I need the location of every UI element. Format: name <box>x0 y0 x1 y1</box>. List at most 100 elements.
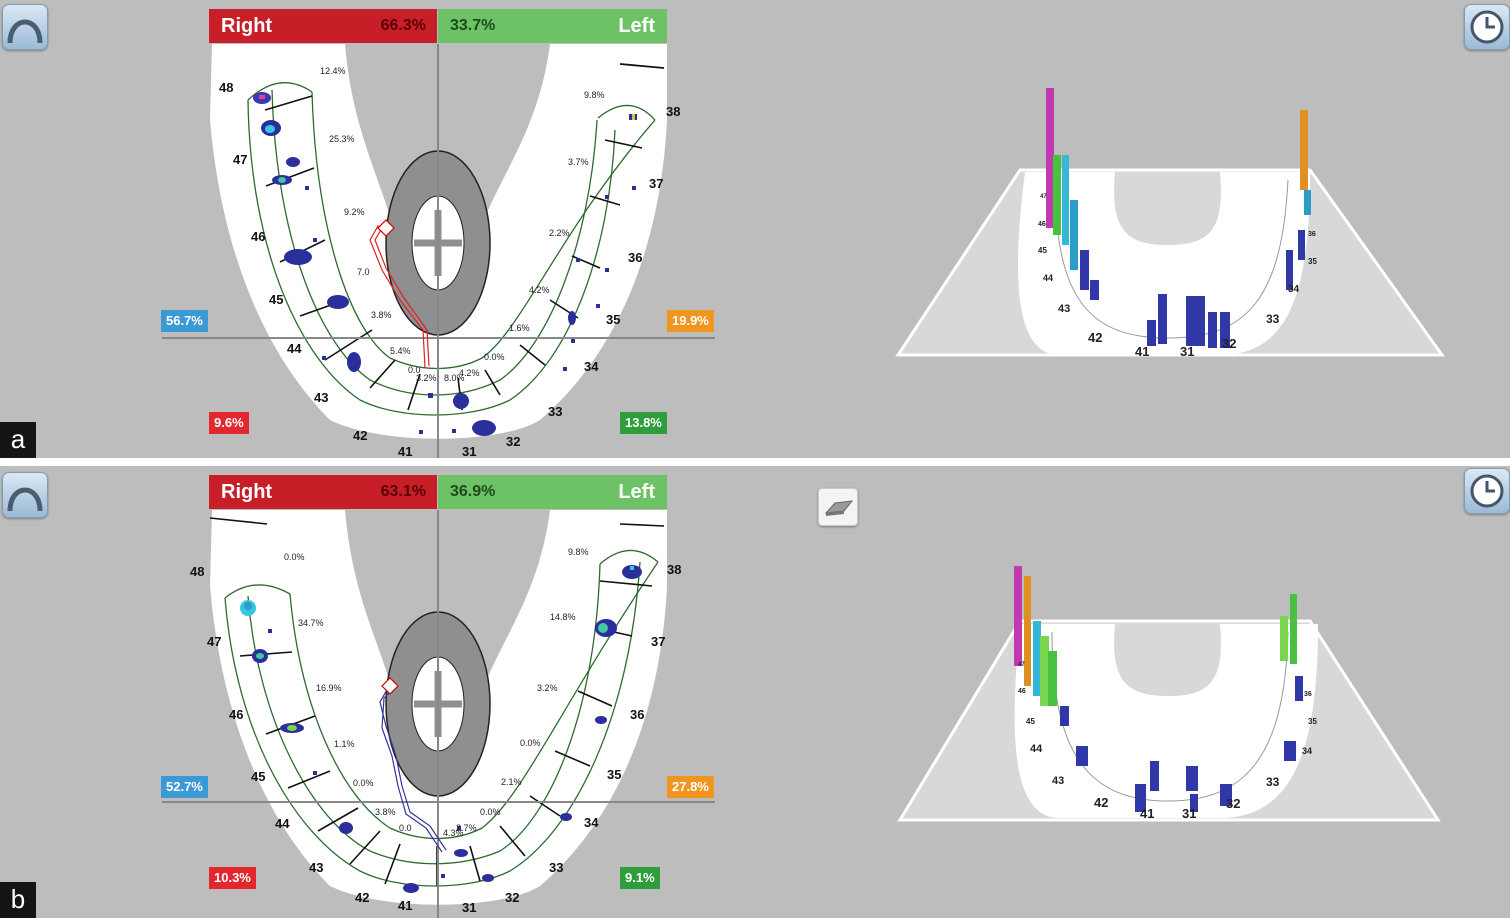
tooth-number: 32 <box>506 434 520 449</box>
tooth-number: 31 <box>462 900 476 915</box>
tooth-grid <box>224 549 659 887</box>
zone-pct: 2.7% <box>456 823 477 833</box>
occlusal-map-b: 48 47 46 45 44 43 42 41 31 32 33 34 35 3… <box>162 510 715 918</box>
panel-letter: b <box>0 882 36 918</box>
panel-a: 48 47 46 45 44 43 42 41 31 32 33 34 35 3… <box>0 0 1510 458</box>
zone-pct: 25.3% <box>329 134 355 144</box>
zone-pct: 4.2% <box>529 285 550 295</box>
zone-pct: 9.8% <box>584 90 605 100</box>
tooth-number: 47 <box>207 634 221 649</box>
td-tooth-number: 42 <box>1088 330 1102 345</box>
tooth-number: 33 <box>549 860 563 875</box>
tooth-number: 35 <box>606 312 620 327</box>
td-tooth-number: 36 <box>1304 691 1312 698</box>
td-tooth-number: 32 <box>1226 796 1240 811</box>
quadrant-upper-left-badge: 27.8% <box>667 776 714 798</box>
tooth-number: 45 <box>269 292 283 307</box>
tooth-number: 35 <box>607 767 621 782</box>
td-tooth-number: 31 <box>1182 806 1196 821</box>
force-bars <box>1046 88 1311 348</box>
quadrant-lower-left-badge: 13.8% <box>620 412 667 434</box>
tooth-dividers <box>209 517 665 886</box>
td-tooth-number: 46 <box>1018 688 1026 695</box>
zone-pct: 7.0 <box>357 267 370 277</box>
td-tooth-number: 35 <box>1308 257 1317 266</box>
right-percentage: 63.1% <box>380 483 426 500</box>
tooth-number: 43 <box>309 860 323 875</box>
zone-pct: 2.2% <box>549 228 570 238</box>
quadrant-lower-left-badge: 9.1% <box>620 867 660 889</box>
right-side-header: Right 66.3% <box>209 9 437 43</box>
tooth-number: 44 <box>287 341 302 356</box>
force-3d-view-a: 42 41 31 32 33 34 43 44 45 46 47 36 35 <box>895 88 1445 359</box>
history-button[interactable] <box>1464 468 1510 514</box>
td-tooth-numbers: 42 41 31 32 33 44 43 45 46 47 35 36 34 <box>1018 662 1317 821</box>
tooth-numbers: 48 47 46 45 44 43 42 41 31 32 33 34 35 3… <box>190 562 681 915</box>
view-toggle-button[interactable] <box>818 488 858 526</box>
zone-percentages: 0.0% 34.7% 16.9% 1.1% 0.0% 3.8% 0.0 4.3%… <box>284 547 589 838</box>
quadrant-upper-right-badge: 56.7% <box>161 310 208 332</box>
quadrant-upper-right-badge: 52.7% <box>161 776 208 798</box>
zone-pct: 0.0% <box>520 738 541 748</box>
tooth-number: 47 <box>233 152 247 167</box>
tooth-number: 46 <box>229 707 243 722</box>
panel-divider <box>0 458 1510 466</box>
arch-outline <box>210 44 667 439</box>
occlusal-map-a: 48 47 46 45 44 43 42 41 31 32 33 34 35 3… <box>162 44 715 458</box>
tooth-number: 37 <box>649 176 663 191</box>
tooth-number: 31 <box>462 444 476 458</box>
history-button[interactable] <box>1464 4 1510 50</box>
force-trajectory-trace <box>379 687 447 853</box>
zone-pct: 0.0 <box>408 365 421 375</box>
zone-pct: 5.4% <box>390 346 411 356</box>
zone-pct: 12.4% <box>320 66 346 76</box>
zone-pct: 9.8% <box>568 547 589 557</box>
dental-arch-icon <box>7 19 43 44</box>
td-tooth-number: 41 <box>1135 344 1149 359</box>
clock-icon <box>1470 10 1504 44</box>
left-label: Left <box>618 481 655 503</box>
zone-pct: 3.2% <box>537 683 558 693</box>
tooth-number: 43 <box>314 390 328 405</box>
tooth-number: 38 <box>666 104 680 119</box>
zone-pct: 3.8% <box>375 807 396 817</box>
tooth-number: 38 <box>667 562 681 577</box>
left-label: Left <box>618 15 655 37</box>
tooth-number: 48 <box>190 564 204 579</box>
td-tooth-number: 44 <box>1043 273 1053 283</box>
tooth-number: 48 <box>219 80 233 95</box>
zone-percentages: 12.4% 25.3% 9.2% 7.0 3.8% 5.4% 0.0 3.2% … <box>320 66 605 383</box>
tooth-number: 37 <box>651 634 665 649</box>
arch-outline <box>210 510 667 905</box>
quadrant-lower-right-badge: 10.3% <box>209 867 256 889</box>
td-tooth-number: 45 <box>1038 246 1047 255</box>
right-label: Right <box>221 481 273 503</box>
zone-pct: 0.0% <box>480 807 501 817</box>
td-tooth-number: 43 <box>1058 303 1070 315</box>
zone-pct: 4.2% <box>459 368 480 378</box>
zone-pct: 14.8% <box>550 612 576 622</box>
force-trajectory-trace <box>369 225 430 369</box>
right-percentage: 66.3% <box>380 17 426 34</box>
zone-pct: 3.2% <box>416 373 437 383</box>
tooth-number: 45 <box>251 769 265 784</box>
tooth-number: 34 <box>584 815 599 830</box>
zone-pct: 0.0 <box>399 823 412 833</box>
zone-pct: 9.2% <box>344 207 365 217</box>
zone-pct: 0.0% <box>484 352 505 362</box>
flat-view-icon <box>824 500 854 516</box>
right-side-header: Right 63.1% <box>209 475 437 509</box>
contact-marks <box>253 92 637 436</box>
panel-letter: a <box>0 422 36 458</box>
td-tooth-number: 43 <box>1052 775 1064 787</box>
tooth-number: 41 <box>398 898 412 913</box>
tooth-number: 46 <box>251 229 265 244</box>
zone-pct: 2.1% <box>501 777 522 787</box>
arch-view-button[interactable] <box>2 4 48 50</box>
cof-marker <box>377 219 395 237</box>
td-tooth-number: 34 <box>1288 284 1300 295</box>
dental-arch-icon <box>7 487 43 512</box>
zone-pct: 3.7% <box>568 157 589 167</box>
tooth-number: 41 <box>398 444 412 458</box>
arch-view-button[interactable] <box>2 472 48 518</box>
